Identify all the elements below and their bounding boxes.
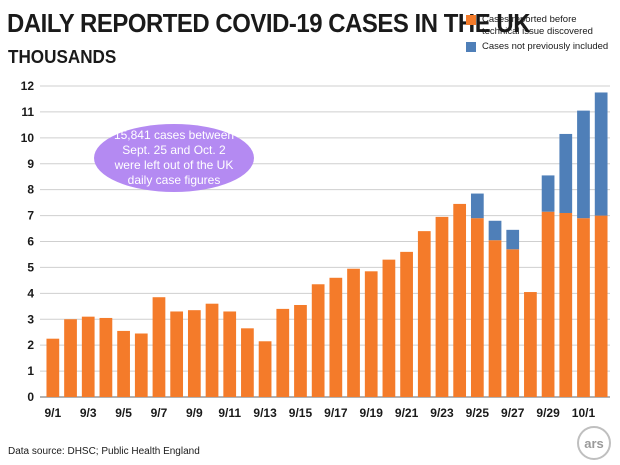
legend-swatch-before [466,15,476,25]
chart-legend: Cases reported before technical issue di… [466,14,616,56]
bar-before [46,338,60,397]
y-tick-label: 5 [27,260,34,274]
bar-before [347,268,360,397]
bar-before [524,292,537,397]
x-tick-label: 9/5 [115,406,132,420]
x-tick-label: 9/29 [536,406,560,420]
bar-not-included [506,229,520,250]
legend-swatch-not-included [466,42,476,52]
y-tick-label: 10 [21,131,35,145]
bar-not-included [470,193,484,219]
bar-before [99,317,113,397]
legend-label-before: Cases reported before technical issue di… [482,14,593,37]
bar-not-included [577,110,590,219]
bar-before [470,218,484,397]
bar-before [435,216,449,397]
bar-before [382,259,396,397]
bar-before [81,316,95,397]
chart-subtitle: THOUSANDS [8,47,117,67]
x-tick-label: 9/21 [395,406,419,420]
bar-before [64,319,77,397]
bar-before [241,328,254,397]
ars-logo: ars [577,426,611,460]
y-tick-label: 6 [27,235,34,249]
bar-before [170,311,184,397]
x-tick-label: 9/3 [80,406,97,420]
bar-not-included [541,175,555,212]
y-tick-label: 0 [27,390,34,404]
annotation-bubble: 15,841 cases between Sept. 25 and Oct. 2… [94,124,254,192]
y-tick-label: 9 [27,157,34,171]
y-tick-label: 1 [27,364,34,378]
legend-label-not-included: Cases not previously included [482,41,609,52]
y-tick-label: 2 [27,338,34,352]
bar-before [117,330,130,397]
y-tick-label: 7 [27,209,34,223]
bar-before [152,297,166,397]
y-tick-label: 4 [27,286,34,300]
bar-before [417,231,431,397]
y-tick-label: 12 [21,79,35,93]
bar-before [276,308,290,397]
bar-before [187,310,201,397]
data-source: Data source: DHSC; Public Health England [8,446,200,457]
bar-before [311,284,325,397]
x-tick-label: 9/11 [218,406,241,420]
bar-before [258,341,272,397]
y-tick-label: 11 [21,105,34,119]
bar-before [559,212,573,397]
legend-item-not-included: Cases not previously included [466,41,616,53]
bar-before [594,215,608,397]
x-tick-label: 9/15 [289,406,313,420]
chart-title: DAILY REPORTED COVID-19 CASES IN THE UK [7,8,531,38]
x-tick-label: 9/23 [430,406,454,420]
bar-before [541,211,555,397]
bar-before [205,303,219,397]
x-tick-label: 9/17 [324,406,348,420]
bar-before [400,251,413,397]
y-tick-label: 8 [27,183,34,197]
bar-not-included [559,133,573,213]
bar-before [134,333,148,397]
legend-item-before: Cases reported before technical issue di… [466,14,616,38]
bar-before [364,271,378,397]
bar-before [488,240,502,397]
x-tick-label: 9/13 [253,406,277,420]
y-tick-label: 3 [27,312,34,326]
bar-before [223,311,237,397]
x-axis-ticks: 9/1 9/3 9/5 9/7 9/9 9/11 9/13 9/15 9/17 9/19 9/21 9… [45,406,596,420]
x-tick-label: 9/9 [186,406,203,420]
bar-before [506,249,520,397]
x-tick-label: 10/1 [572,406,596,420]
x-tick-label: 9/25 [466,406,490,420]
bar-not-included [594,92,608,216]
bar-before [329,277,343,397]
bar-before [577,218,590,397]
bar-before [294,304,307,397]
bar-before [453,203,467,397]
x-tick-label: 9/7 [151,406,168,420]
bars [46,92,608,397]
x-tick-label: 9/1 [45,406,62,420]
bar-not-included [488,220,502,241]
x-tick-label: 9/19 [360,406,384,420]
x-tick-label: 9/27 [501,406,525,420]
